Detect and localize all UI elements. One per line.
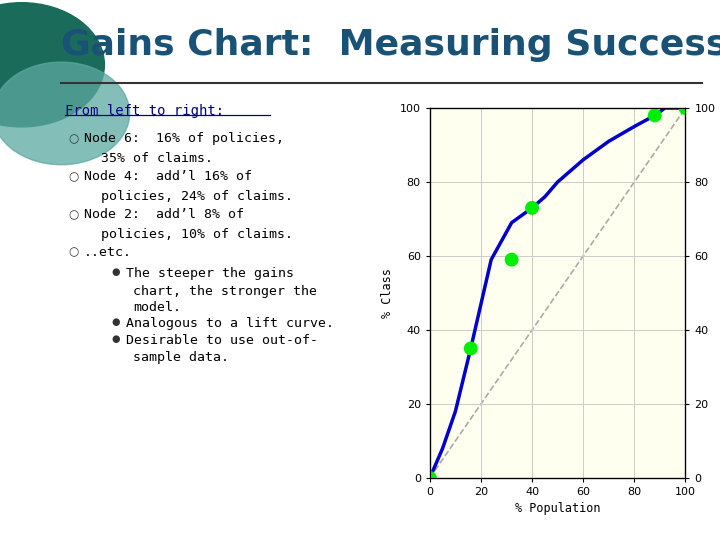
- X-axis label: % Population: % Population: [515, 503, 600, 516]
- Circle shape: [0, 3, 104, 127]
- Text: ○: ○: [68, 132, 78, 145]
- Text: ●: ●: [112, 334, 120, 344]
- Text: 35% of claims.: 35% of claims.: [101, 152, 213, 165]
- Text: Gains Chart:  Measuring Success: Gains Chart: Measuring Success: [61, 28, 720, 62]
- Point: [424, 474, 436, 482]
- Point: [649, 111, 660, 120]
- Point: [680, 104, 691, 112]
- Circle shape: [0, 62, 130, 165]
- Text: model.: model.: [133, 301, 181, 314]
- Text: Node 6:  16% of policies,: Node 6: 16% of policies,: [84, 132, 284, 145]
- Text: ●: ●: [112, 267, 120, 278]
- Text: Node 4:  add’l 16% of: Node 4: add’l 16% of: [84, 170, 252, 183]
- Text: ●: ●: [112, 317, 120, 327]
- Text: ○: ○: [68, 246, 78, 259]
- Point: [526, 204, 538, 212]
- Text: ○: ○: [68, 170, 78, 183]
- Text: Desirable to use out-of-: Desirable to use out-of-: [126, 334, 318, 347]
- Text: From left to right:: From left to right:: [65, 104, 224, 118]
- Point: [465, 344, 477, 353]
- Text: policies, 10% of claims.: policies, 10% of claims.: [101, 228, 293, 241]
- Text: policies, 24% of claims.: policies, 24% of claims.: [101, 190, 293, 203]
- Text: chart, the stronger the: chart, the stronger the: [133, 285, 318, 298]
- Text: Node 2:  add’l 8% of: Node 2: add’l 8% of: [84, 208, 244, 221]
- Y-axis label: % Class: % Class: [382, 268, 395, 318]
- Text: sample data.: sample data.: [133, 351, 229, 364]
- Text: ..etc.: ..etc.: [84, 246, 132, 259]
- Point: [506, 255, 518, 264]
- Text: The steeper the gains: The steeper the gains: [126, 267, 294, 280]
- Text: Analogous to a lift curve.: Analogous to a lift curve.: [126, 317, 334, 330]
- Text: ○: ○: [68, 208, 78, 221]
